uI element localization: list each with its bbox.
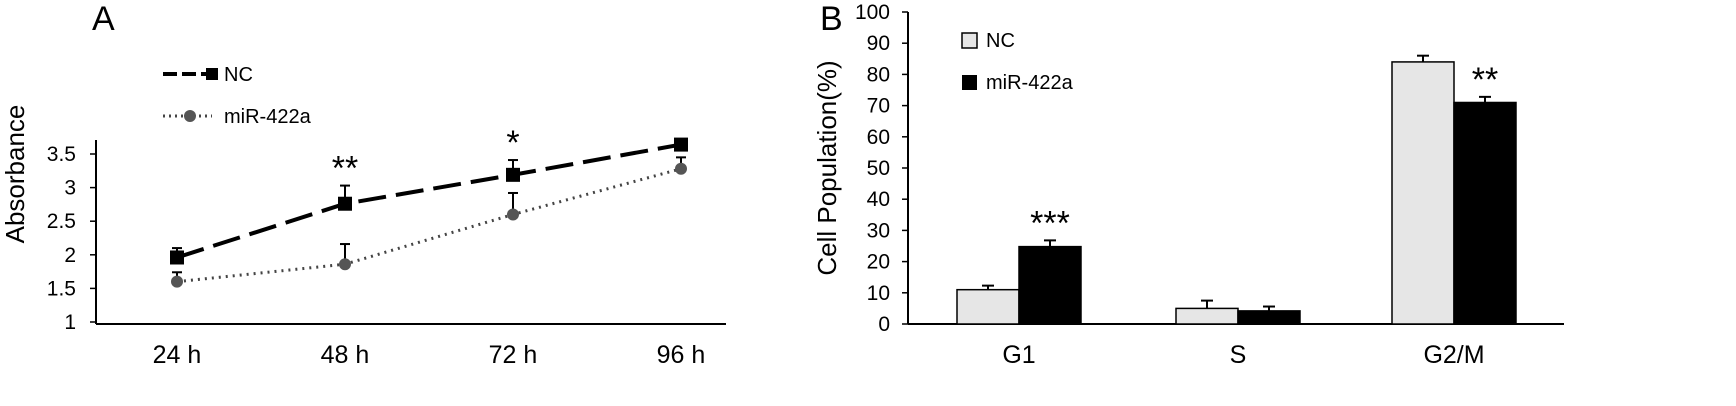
y-tick-label-b: 80 xyxy=(867,63,890,86)
y-tick-label-a: 3 xyxy=(64,177,76,200)
significance-mark-b: ** xyxy=(1472,61,1498,99)
y-tick-label-b: 90 xyxy=(867,32,890,55)
panel-label-a: A xyxy=(92,0,115,38)
legend-label-mir: miR-422a xyxy=(224,106,312,128)
y-tick-label-b: 100 xyxy=(855,1,890,24)
y-ticks-a: 1 1.5 2 2.5 3 3.5 xyxy=(47,143,96,334)
legend-marker-nc xyxy=(206,68,218,80)
significance-mark-a: * xyxy=(506,124,519,162)
bar-nc xyxy=(1391,61,1455,325)
panel-label-b: B xyxy=(820,0,843,38)
data-point-nc xyxy=(674,137,688,152)
y-tick-label-b: 10 xyxy=(867,282,890,305)
x-tick-label-a: 96 h xyxy=(657,341,706,369)
y-tick-label-a: 2 xyxy=(64,244,76,267)
bar-mir xyxy=(1453,101,1517,325)
y-axis-title-b: Cell Population(%) xyxy=(812,60,842,275)
bar-mir xyxy=(1018,245,1082,325)
legend-marker-mir xyxy=(184,110,196,122)
series-line-nc xyxy=(176,142,682,260)
y-tick-label-a: 1.5 xyxy=(47,277,76,300)
y-tick-label-b: 20 xyxy=(867,251,890,274)
legend-label-mir-b: miR-422a xyxy=(986,72,1074,94)
bar-mir xyxy=(1237,310,1301,325)
bars-b: ***** xyxy=(956,54,1517,325)
bar-nc xyxy=(956,288,1020,325)
x-tick-label-a: 72 h xyxy=(489,341,538,369)
bar-nc xyxy=(1175,307,1239,325)
y-tick-label-b: 30 xyxy=(867,219,890,242)
series-a: *** xyxy=(170,124,688,288)
y-tick-label-b: 60 xyxy=(867,126,890,149)
y-tick-label-a: 3.5 xyxy=(47,143,76,166)
x-tick-label-b: G2/M xyxy=(1423,341,1484,369)
data-point-nc xyxy=(338,196,352,211)
legend-a: NC miR-422a xyxy=(163,64,312,128)
y-axis-title-a: Absorbance xyxy=(0,105,30,244)
legend-swatch-mir xyxy=(962,75,977,90)
data-point-nc xyxy=(506,167,520,182)
x-tick-label-b: S xyxy=(1230,341,1247,369)
y-tick-label-b: 70 xyxy=(867,95,890,118)
y-tick-label-a: 2.5 xyxy=(47,210,76,233)
data-point-mir xyxy=(339,258,351,271)
significance-mark-a: ** xyxy=(332,150,358,188)
y-ticks-b: 0 10 20 30 40 50 60 70 80 90 100 xyxy=(855,1,908,336)
legend-b: NC miR-422a xyxy=(961,30,1074,94)
x-categories-a: 24 h 48 h 72 h 96 h xyxy=(153,341,706,369)
x-categories-b: G1 S G2/M xyxy=(1002,341,1484,369)
x-tick-label-a: 48 h xyxy=(321,341,370,369)
legend-label-nc-b: NC xyxy=(986,30,1015,52)
y-tick-label-b: 50 xyxy=(867,157,890,180)
legend-swatch-nc xyxy=(961,32,978,49)
x-tick-label-a: 24 h xyxy=(153,341,202,369)
significance-mark-b: *** xyxy=(1030,204,1070,242)
data-point-mir xyxy=(171,275,183,288)
y-tick-label-b: 40 xyxy=(867,188,890,211)
data-point-nc xyxy=(170,250,184,265)
y-tick-label-a: 1 xyxy=(64,311,76,334)
y-tick-label-b: 0 xyxy=(878,313,890,336)
data-point-mir xyxy=(507,208,519,221)
series-line-mir xyxy=(176,167,682,284)
data-point-mir xyxy=(675,162,687,175)
x-tick-label-b: G1 xyxy=(1002,341,1035,369)
legend-label-nc: NC xyxy=(224,64,253,86)
